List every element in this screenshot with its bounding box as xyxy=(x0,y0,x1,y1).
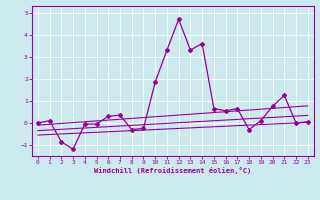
X-axis label: Windchill (Refroidissement éolien,°C): Windchill (Refroidissement éolien,°C) xyxy=(94,167,252,174)
